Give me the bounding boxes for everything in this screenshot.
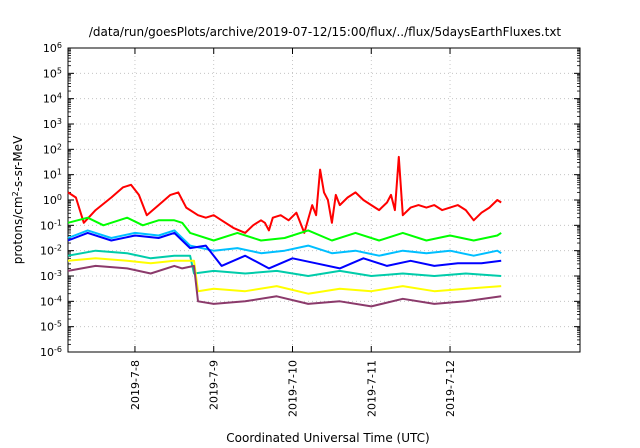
series-line	[67, 231, 502, 270]
y-axis-label: protons/cm2-s-sr-MeV	[11, 135, 26, 264]
series-line	[67, 264, 502, 308]
series-line	[67, 229, 502, 257]
y-tick-label: 101	[43, 167, 62, 182]
y-tick-label: 100	[43, 193, 62, 208]
y-tick-label: 10-5	[40, 319, 62, 334]
x-tick-label: 2019-7-11	[365, 360, 378, 417]
y-axis: 10-6 10-5 10-4 10-3 10-2 10-1 100 101 102 103 104 1…	[40, 41, 580, 360]
y-tick-label: 10-3	[40, 269, 62, 284]
y-tick-label: 102	[43, 142, 62, 157]
y-tick-label: 10-2	[40, 243, 62, 258]
x-tick-label: 2019-7-9	[208, 360, 221, 410]
x-tick-label: 2019-7-10	[286, 360, 299, 417]
series-line	[67, 249, 502, 277]
series-line	[67, 257, 502, 295]
x-axis-label: Coordinated Universal Time (UTC)	[226, 431, 429, 445]
x-tick-label: 2019-7-8	[129, 360, 142, 410]
series-lines	[67, 155, 502, 308]
y-tick-label: 105	[43, 66, 62, 81]
series-line	[67, 155, 502, 234]
y-tick-label: 10-6	[40, 345, 62, 360]
y-tick-label: 103	[43, 117, 62, 132]
series-line	[67, 216, 502, 242]
chart-title: /data/run/goesPlots/archive/2019-07-12/1…	[89, 25, 562, 39]
y-tick-label: 104	[43, 91, 62, 106]
grid-lines	[68, 48, 580, 352]
y-tick-label: 10-1	[40, 218, 62, 233]
x-axis: 2019-7-8 2019-7-9 2019-7-10 2019-7-11 2019-7…	[129, 48, 457, 417]
x-tick-label: 2019-7-12	[444, 360, 457, 417]
y-tick-label: 106	[43, 41, 62, 56]
y-tick-label: 10-4	[40, 294, 62, 309]
